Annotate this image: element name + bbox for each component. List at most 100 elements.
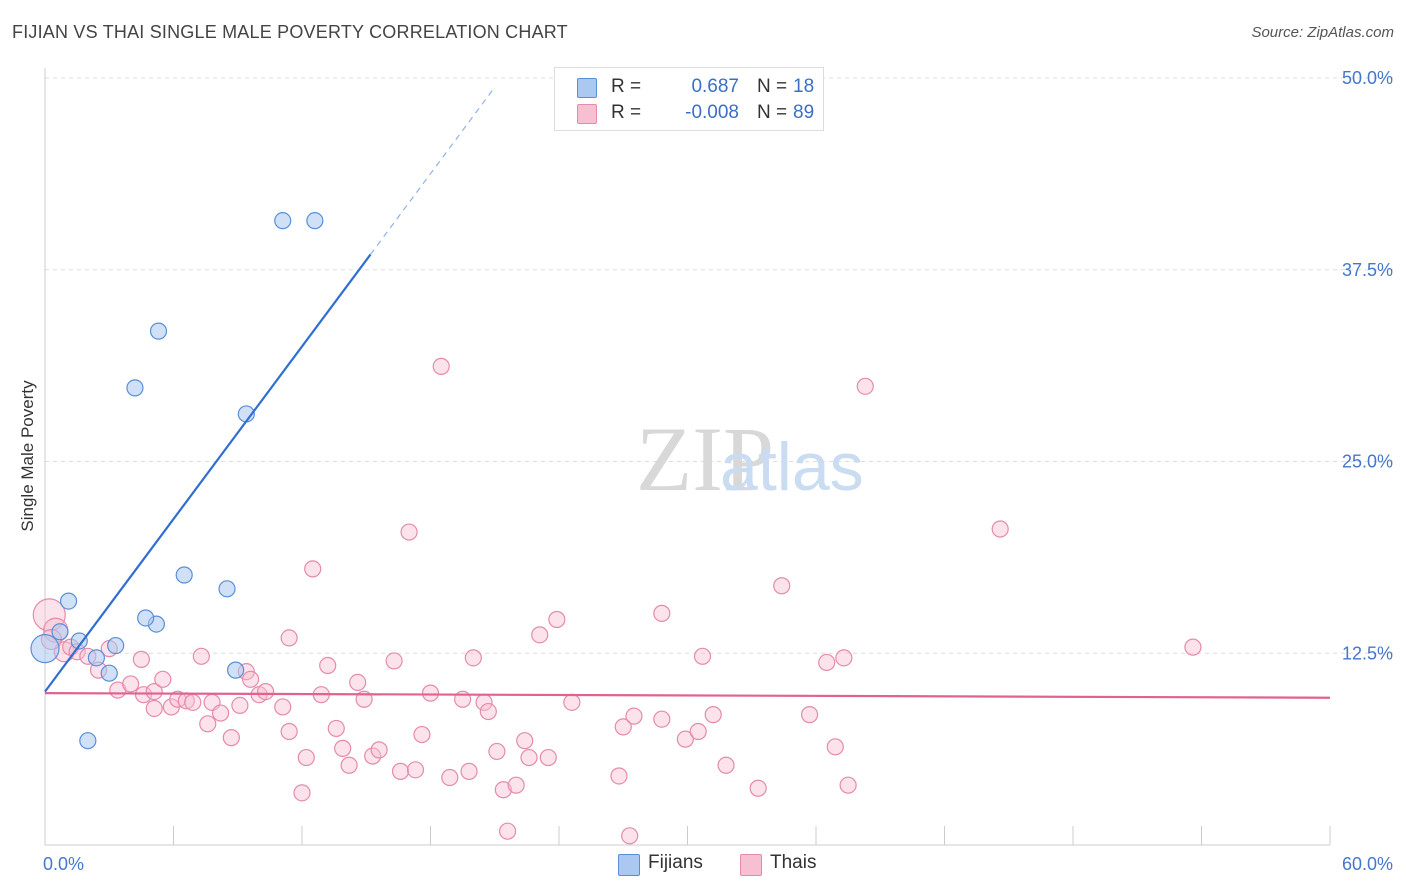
thai-point xyxy=(464,649,482,667)
thai-point xyxy=(421,684,440,702)
fijian-point xyxy=(175,566,193,584)
gridlines xyxy=(45,77,1394,654)
thai-point xyxy=(280,722,298,741)
thai-point xyxy=(494,781,512,799)
thai-point xyxy=(256,682,275,701)
legend-n-label: N = xyxy=(757,102,788,123)
thai-point xyxy=(818,653,836,672)
thai-point xyxy=(835,649,853,667)
fijian-point xyxy=(306,212,324,230)
source-label: Source: ZipAtlas.com xyxy=(1251,24,1394,41)
thai-point xyxy=(145,682,163,701)
thai-point xyxy=(364,747,382,765)
thai-point xyxy=(370,741,388,759)
y-tick-label: 25.0% xyxy=(1342,452,1393,472)
watermark-atlas: atlas xyxy=(720,429,864,505)
thai-point xyxy=(773,577,791,595)
thai-point xyxy=(184,693,202,711)
legend-r-label: R = xyxy=(611,102,642,123)
fijian-point xyxy=(30,634,60,664)
thai-point xyxy=(499,822,517,840)
thai-point xyxy=(621,827,639,845)
thai-point xyxy=(563,693,581,711)
thai-point xyxy=(1184,638,1202,656)
thai-point xyxy=(520,748,538,767)
tick-labels: 12.5% 25.0% 37.5% 50.0% 0.0% 60.0% xyxy=(43,68,1393,874)
thai-point xyxy=(319,656,337,675)
fijian-point xyxy=(100,664,118,682)
fijian-point xyxy=(274,212,292,230)
thai-point xyxy=(479,702,497,721)
watermark-zip: ZIP xyxy=(636,408,774,510)
thai-point xyxy=(192,647,210,665)
thai-point xyxy=(460,762,478,780)
thai-point xyxy=(122,675,140,693)
thai-point xyxy=(242,670,260,688)
thai-point xyxy=(274,698,292,716)
thai-point xyxy=(610,767,628,785)
fijian-point xyxy=(70,632,88,650)
thai-point xyxy=(391,762,410,780)
thai-point xyxy=(856,377,874,395)
thai-point xyxy=(340,756,358,774)
thai-point xyxy=(32,598,66,632)
thai-point xyxy=(334,739,352,757)
legend-r-label: R = xyxy=(611,76,642,97)
fijian-point xyxy=(79,732,97,750)
x-tick-label: 0.0% xyxy=(43,854,84,874)
fijian-point xyxy=(227,661,245,679)
thai-point xyxy=(693,647,712,665)
thai-point xyxy=(212,704,230,722)
legend-n-value: 18 xyxy=(793,76,815,97)
fijian-swatch xyxy=(577,78,597,98)
thai-point xyxy=(145,699,163,718)
y-tick-label: 37.5% xyxy=(1342,260,1393,280)
thai-point xyxy=(385,652,403,670)
thai-point xyxy=(154,670,172,688)
thai-point xyxy=(406,761,425,779)
thai-point xyxy=(134,686,153,704)
thai-point xyxy=(676,730,694,748)
thai-point xyxy=(991,520,1009,538)
thai-trendline xyxy=(44,692,1331,699)
thai-point xyxy=(539,748,557,767)
fijian-point xyxy=(107,636,125,655)
x-tick-label: 60.0% xyxy=(1342,854,1393,874)
thai-legend-swatch xyxy=(740,854,762,876)
thai-point xyxy=(413,725,431,744)
thai-point xyxy=(839,776,857,794)
axes xyxy=(44,68,1331,846)
thai-point xyxy=(614,718,632,736)
legend-n-label: N = xyxy=(757,76,788,97)
legend-n-value: 89 xyxy=(793,102,815,123)
thai-point xyxy=(349,673,367,691)
fijian-legend-label: Fijians xyxy=(648,852,703,873)
fijian-trendline-extension xyxy=(370,86,496,255)
fijian-trendline xyxy=(44,253,372,693)
y-tick-label: 50.0% xyxy=(1342,68,1393,88)
thai-point xyxy=(531,626,549,644)
thai-points xyxy=(32,357,1202,845)
thai-point xyxy=(507,776,525,794)
fijian-point xyxy=(218,580,236,598)
thai-point xyxy=(689,722,707,741)
fijian-point xyxy=(126,379,144,397)
thai-point xyxy=(432,357,450,375)
fijian-point xyxy=(149,322,168,340)
thai-point xyxy=(231,696,249,715)
thai-point xyxy=(625,707,643,725)
thai-point xyxy=(548,610,566,629)
fijian-point xyxy=(59,592,78,610)
thai-point xyxy=(297,748,315,767)
fijian-point xyxy=(137,609,155,627)
thai-point xyxy=(704,706,722,724)
y-tick-label: 12.5% xyxy=(1342,643,1393,663)
thai-point xyxy=(132,650,150,668)
thai-point xyxy=(826,738,844,756)
thai-point xyxy=(222,729,240,747)
watermark: ZIP atlas xyxy=(636,408,864,510)
fijian-point xyxy=(87,649,106,667)
chart-title: FIJIAN VS THAI SINGLE MALE POVERTY CORRE… xyxy=(12,22,568,42)
thai-point xyxy=(488,742,506,761)
